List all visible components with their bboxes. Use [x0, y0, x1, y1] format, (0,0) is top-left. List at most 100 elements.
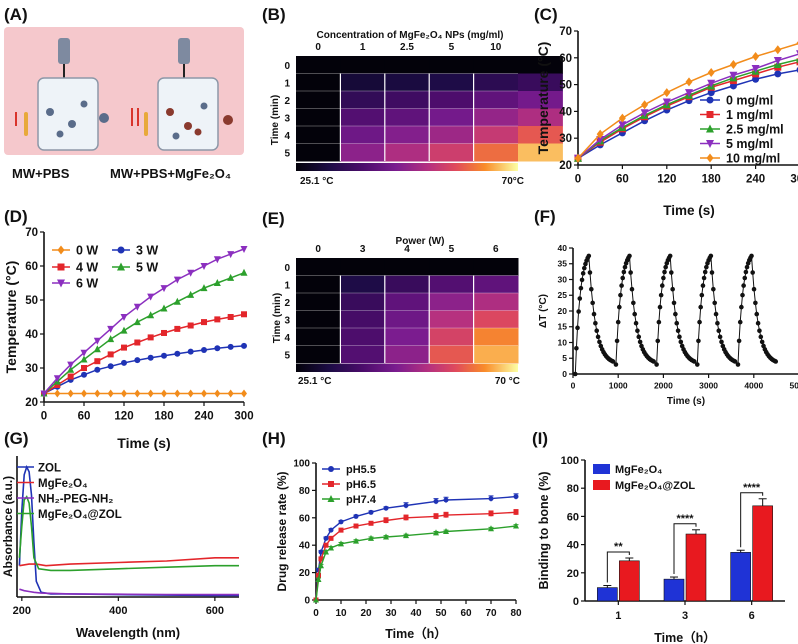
data-point-marker — [596, 136, 605, 145]
y-axis-label: Temperature (°C) — [3, 261, 19, 374]
data-point-marker — [675, 328, 681, 334]
data-point-marker — [117, 246, 125, 254]
legend-item: 5 W — [112, 261, 158, 275]
data-point-marker — [227, 389, 234, 398]
x-axis-label: Time（h） — [654, 630, 716, 644]
heatmap-cell — [429, 91, 475, 109]
data-point-marker — [121, 344, 127, 351]
data-point-marker — [711, 286, 716, 292]
data-point-marker — [706, 140, 714, 148]
heatmap-b-colorbar — [296, 163, 518, 171]
data-point-marker — [353, 513, 359, 519]
heatmap-column-label: 0 — [315, 42, 321, 53]
x-axis-label: Time (s) — [667, 396, 705, 407]
data-point-marker — [133, 303, 141, 311]
y-tick-label: 35 — [558, 259, 568, 269]
x-tick-label: 40 — [410, 608, 422, 619]
chart-c: 0 60 120 180 240 300 20 30 40 50 60 70 Time (s) Tempe… — [535, 26, 798, 218]
data-point-marker — [240, 246, 248, 253]
data-point-marker — [692, 359, 697, 364]
data-point-marker — [368, 534, 374, 541]
data-point-marker — [696, 338, 701, 344]
data-point-marker — [328, 535, 334, 541]
data-point-marker — [93, 337, 101, 345]
data-point-marker — [368, 509, 374, 515]
thermometer-icon-right — [144, 112, 148, 136]
data-point-marker — [328, 481, 334, 487]
y-tick-label: 100 — [293, 459, 310, 470]
legend-swatch — [593, 480, 610, 490]
data-point-marker — [663, 88, 671, 98]
series-ph6-5 — [313, 509, 519, 603]
series-mgfe2o4 — [19, 556, 239, 567]
data-point-marker — [706, 124, 714, 133]
series-line — [43, 272, 245, 395]
heatmap-cell — [473, 293, 519, 311]
data-point-marker — [732, 359, 738, 364]
data-point-marker — [383, 505, 389, 511]
data-point-marker — [752, 75, 760, 83]
data-point-marker — [593, 320, 598, 326]
data-point-marker — [613, 362, 619, 367]
legend-label: pH6.5 — [346, 479, 376, 491]
heatmap-row-label: 4 — [284, 131, 290, 142]
data-point-marker — [315, 575, 322, 582]
heatmap-cell — [296, 73, 341, 92]
data-point-marker — [677, 334, 682, 340]
data-point-marker — [702, 269, 708, 275]
legend-item: 5 mg/ml — [700, 137, 773, 151]
heatmap-e-cells — [296, 258, 519, 364]
panel-label-h: (H) — [262, 429, 286, 448]
heatmap-cell — [384, 126, 430, 144]
data-point-marker — [751, 286, 757, 292]
data-point-marker — [338, 519, 344, 525]
data-point-marker — [403, 532, 409, 539]
beaker-left — [15, 38, 109, 151]
data-point-marker — [174, 350, 181, 357]
legend-item: 0 W — [52, 244, 98, 258]
data-point-marker — [641, 100, 649, 110]
data-point-marker — [214, 345, 221, 352]
heatmap-cell — [429, 293, 475, 311]
data-point-marker — [107, 363, 114, 370]
heatmap-cell — [340, 310, 386, 329]
data-point-marker — [736, 338, 742, 344]
x-tick-label: 80 — [510, 608, 522, 619]
panel-e: (E) Power (W) 0 3 4 5 6 0 1 2 3 4 5 Time (min) 25… — [262, 209, 520, 387]
x-tick-label: 0 — [313, 608, 319, 619]
bar-mgfe2o4-zol — [752, 505, 773, 602]
legend-item: MgFe₂O₄ — [17, 478, 88, 490]
data-point-marker — [629, 286, 635, 292]
heatmap-cell — [384, 275, 430, 294]
heatmap-cell — [429, 258, 475, 276]
data-point-marker — [627, 253, 632, 259]
heatmap-column-label: 1 — [360, 42, 366, 53]
y-tick-label: 20 — [558, 306, 568, 316]
y-tick-label: 40 — [559, 106, 572, 118]
series-line — [43, 248, 245, 394]
series-line — [315, 495, 517, 601]
significance-bracket — [740, 492, 764, 548]
panel-a: (A) MW+ — [4, 5, 244, 181]
caption-mw-pbs: MW+PBS — [12, 166, 70, 181]
x-tick-label: 300 — [234, 411, 253, 423]
data-point-marker — [621, 269, 627, 275]
y-axis-label: Temperature (°C) — [535, 42, 551, 155]
data-point-marker — [174, 389, 181, 398]
data-point-marker — [735, 362, 741, 367]
heatmap-cell — [340, 56, 386, 74]
data-point-marker — [513, 509, 519, 515]
legend-label: ZOL — [38, 463, 61, 475]
x-tick-label: 2000 — [654, 381, 673, 391]
x-tick-label: 6 — [749, 610, 755, 622]
heatmap-b-column-labels: 0 1 2.5 5 10 — [315, 42, 501, 53]
bar-mgfe2o4-zol — [619, 560, 640, 602]
series-line — [315, 525, 517, 601]
series-delta-t — [572, 253, 779, 377]
x-tick-label: 1 — [615, 610, 621, 622]
heatmap-cell — [518, 143, 563, 162]
series-nh2-peg-nh2 — [19, 588, 239, 596]
legend-label: MgFe₂O₄@ZOL — [38, 509, 122, 521]
data-point-marker — [187, 389, 194, 398]
heatmap-cell — [296, 275, 341, 294]
